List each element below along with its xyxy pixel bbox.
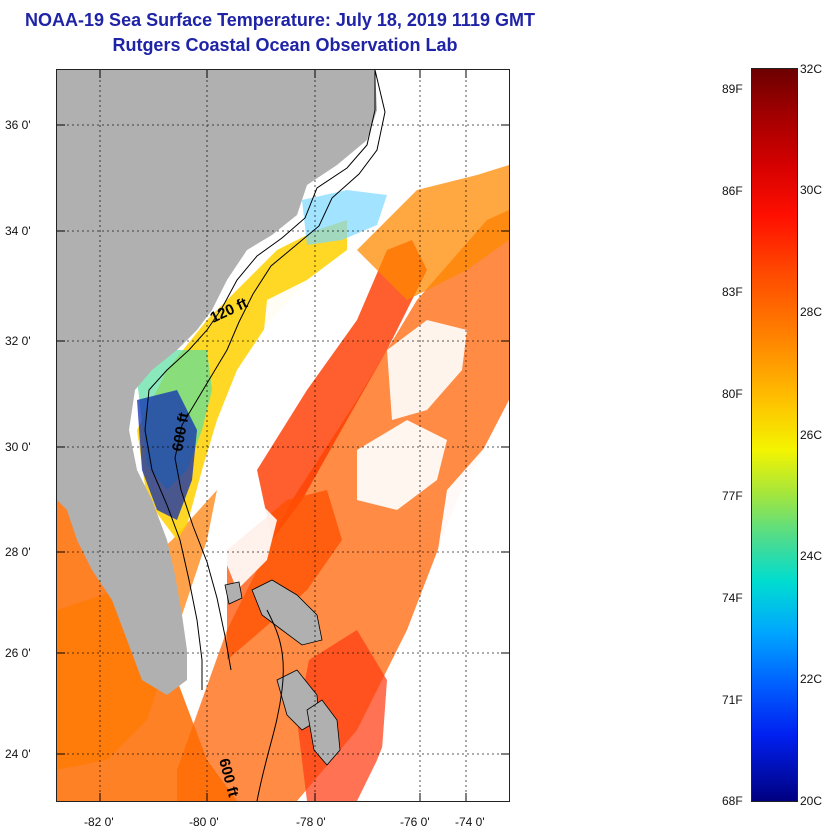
- x-tick-label: -82 0': [84, 815, 114, 829]
- y-tick-label: 36 0': [5, 118, 31, 132]
- colorbar-fahrenheit-label: 68F: [722, 794, 743, 808]
- northeast-warm-patch: [357, 165, 509, 300]
- y-tick-label: 32 0': [5, 334, 31, 348]
- colorbar-fahrenheit-label: 86F: [722, 184, 743, 198]
- colorbar-fahrenheit-label: 83F: [722, 285, 743, 299]
- cloud-patch-1: [262, 280, 357, 370]
- y-tick-label: 24 0': [5, 747, 31, 761]
- map-grid: [57, 70, 509, 801]
- colorbar-celsius-label: 30C: [800, 183, 823, 197]
- upwelling-cold-patch: [137, 390, 197, 520]
- temperature-colorbar: [751, 68, 798, 802]
- cloud-patch-4: [217, 500, 277, 590]
- colorbar-celsius-label: 22C: [800, 672, 823, 686]
- cloud-patch-3: [357, 420, 447, 510]
- y-tick-label: 34 0': [5, 224, 31, 238]
- colorbar-fahrenheit-label: 74F: [722, 591, 743, 605]
- bahamas-warm-patch: [297, 630, 387, 801]
- mainland-us: [57, 70, 377, 695]
- isobath-label-600ft-north: 600 ft: [169, 411, 193, 453]
- x-tick-label: -76 0': [400, 815, 430, 829]
- x-tick-label: -74 0': [455, 815, 485, 829]
- y-tick-label: 30 0': [5, 440, 31, 454]
- cloud-region-southeast: [377, 630, 509, 801]
- map-title: NOAA-19 Sea Surface Temperature: July 18…: [25, 10, 535, 30]
- warm-core-region: [257, 240, 427, 540]
- colorbar-celsius-label: 32C: [800, 62, 823, 76]
- x-tick-label: -80 0': [189, 815, 219, 829]
- isobath-600-ft-line: [174, 70, 386, 671]
- colorbar-celsius-label: 28C: [800, 305, 823, 319]
- colorbar-fahrenheit-label: 89F: [722, 82, 743, 96]
- isobath-120-ft-line: [144, 70, 376, 690]
- colorbar-fahrenheit-label: 80F: [722, 387, 743, 401]
- y-tick-label: 28 0': [5, 545, 31, 559]
- sst-map-graphic: 120 ft 600 ft 600 ft: [57, 70, 509, 801]
- colorbar-fahrenheit-label: 71F: [722, 693, 743, 707]
- cloud-patch-2: [387, 320, 467, 420]
- isobath-600-ft-southwest-line: [256, 609, 284, 801]
- y-tick-label: 26 0': [5, 646, 31, 660]
- colorbar-celsius-label: 24C: [800, 549, 823, 563]
- sst-map: 120 ft 600 ft 600 ft: [56, 69, 510, 802]
- bahamas-small-island: [224, 581, 243, 605]
- colorbar-celsius-label: 20C: [800, 794, 823, 808]
- map-subtitle: Rutgers Coastal Ocean Observation Lab: [112, 35, 458, 55]
- map-ticks: [57, 70, 509, 801]
- x-tick-label: -78 0': [296, 815, 326, 829]
- colorbar-celsius-label: 26C: [800, 428, 823, 442]
- colorbar-fahrenheit-label: 77F: [722, 489, 743, 503]
- bahamas-andros: [251, 579, 323, 646]
- cloud-region-east: [432, 420, 509, 630]
